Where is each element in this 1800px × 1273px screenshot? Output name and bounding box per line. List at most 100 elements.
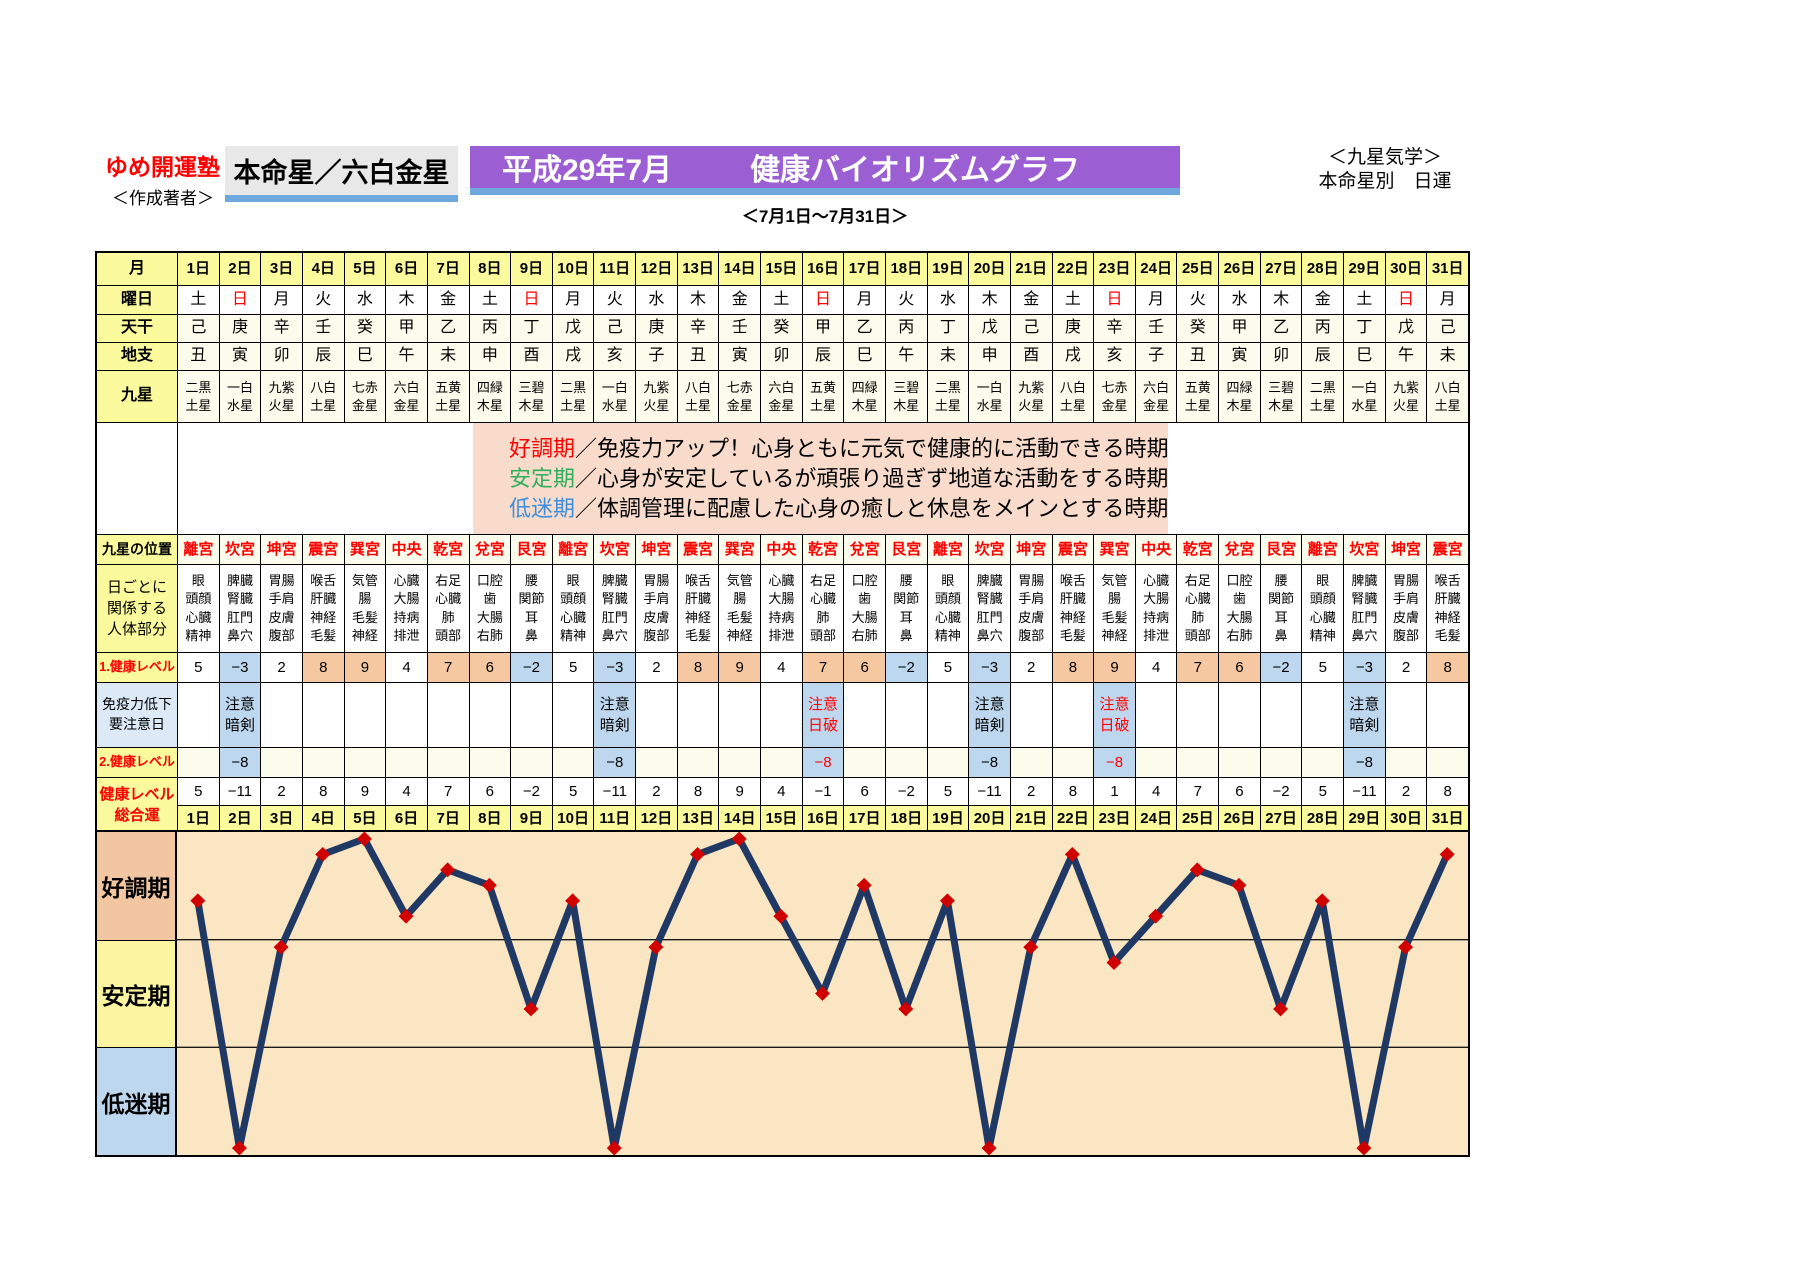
- tenkan-cell: 丙: [468, 314, 511, 342]
- body-part-cell: 右足 心臓肺頭部: [426, 564, 469, 652]
- health2-cell: [718, 747, 761, 777]
- kyusei-cell: 九紫 火星: [1009, 370, 1052, 422]
- weekday-cell: 火: [884, 285, 927, 314]
- tenkan-cell: 甲: [385, 314, 427, 342]
- chishi-cell: 申: [468, 342, 511, 370]
- total-day-cell: 5日: [343, 805, 386, 832]
- position-cell: 震宮: [301, 534, 344, 564]
- caution-cell: 注意 暗剣: [218, 682, 261, 747]
- day-header: 30日: [1384, 253, 1427, 285]
- chishi-cell: 午: [884, 342, 927, 370]
- total-day-cell: 13日: [676, 805, 719, 832]
- total-day-cell: 12日: [635, 805, 677, 832]
- health1-cell: 9: [718, 652, 761, 682]
- total-day-cell: 21日: [1009, 805, 1052, 832]
- chishi-cell: 酉: [1009, 342, 1052, 370]
- chishi-cell: 酉: [510, 342, 552, 370]
- health2-cell: [676, 747, 719, 777]
- health1-cell: −3: [593, 652, 636, 682]
- caution-cell: [1176, 682, 1219, 747]
- row-kyusei: 九星 二黒 土星 一白 水星 九紫 火星 八白 土星 七赤 金星 六白 金星 五黄 土星 四緑 木星 三碧 木星 二黒…: [97, 370, 1468, 422]
- brand-name: ゆめ開運塾: [105, 154, 220, 180]
- row-chishi: 地支丑寅卯辰巳午未申酉戌亥子丑寅卯辰巳午未申酉戌亥子丑寅卯辰巳午未: [97, 342, 1468, 370]
- day-header: 16日: [801, 253, 844, 285]
- body-part-cell: 眼頭顔 心臓 精神: [551, 564, 594, 652]
- total-value-cell: 5: [926, 777, 969, 805]
- caution-cell: [1051, 682, 1094, 747]
- kyusei-cell: 四緑 木星: [843, 370, 885, 422]
- day-header: 24日: [1134, 253, 1177, 285]
- caution-cell: 注意 暗剣: [1343, 682, 1385, 747]
- day-header: 14日: [718, 253, 761, 285]
- tenkan-cell: 辛: [1093, 314, 1135, 342]
- total-value-cell: −11: [1343, 777, 1385, 805]
- kyusei-cell: 三碧 木星: [1259, 370, 1302, 422]
- row-health2: 2.健康レベル −8 −8 −8 −8 −8 −8: [97, 747, 1468, 777]
- chart-band-labels: 好調期 安定期 低迷期: [97, 832, 177, 1155]
- kyusei-cell: 八白 土星: [676, 370, 719, 422]
- health2-cell: −8: [218, 747, 261, 777]
- total-value-cell: −11: [593, 777, 636, 805]
- chishi-cell: 巳: [1343, 342, 1385, 370]
- kyusei-cell: 五黄 土星: [801, 370, 844, 422]
- total-value-cell: −11: [218, 777, 261, 805]
- day-header: 12日: [635, 253, 677, 285]
- tenkan-cell: 丁: [1343, 314, 1385, 342]
- day-header: 20日: [968, 253, 1010, 285]
- caution-cell: [760, 682, 802, 747]
- data-point-marker: [1356, 1140, 1372, 1155]
- tenkan-cell: 乙: [843, 314, 885, 342]
- position-cell: 艮宮: [1259, 534, 1302, 564]
- day-header: 18日: [884, 253, 927, 285]
- position-cell: 艮宮: [884, 534, 927, 564]
- health1-cell: 9: [343, 652, 386, 682]
- caution-cell: 注意 日破: [801, 682, 844, 747]
- kyusei-cell: 七赤 金星: [718, 370, 761, 422]
- health2-cell: [1009, 747, 1052, 777]
- health1-cell: 8: [1426, 652, 1468, 682]
- tenkan-cell: 乙: [426, 314, 469, 342]
- band-label-2: 安定期: [97, 939, 175, 1048]
- total-value-cell: 8: [676, 777, 719, 805]
- data-point-marker: [356, 832, 372, 847]
- health1-cell: −2: [884, 652, 927, 682]
- position-cell: 坎宮: [1343, 534, 1385, 564]
- legend-term: 低迷期: [509, 495, 576, 521]
- chishi-cell: 午: [1384, 342, 1427, 370]
- health1-cell: 8: [676, 652, 719, 682]
- band-label-1: 好調期: [97, 832, 175, 940]
- weekday-cell: 土: [760, 285, 802, 314]
- position-cell: 巽宮: [718, 534, 761, 564]
- tenkan-cell: 庚: [1051, 314, 1094, 342]
- body-part-cell: 喉舌 肝臓 神経 毛髪: [301, 564, 344, 652]
- tenkan-cell: 丁: [926, 314, 969, 342]
- data-point-marker: [731, 832, 747, 847]
- weekday-cell: 木: [385, 285, 427, 314]
- chishi-cell: 寅: [218, 342, 261, 370]
- kyusei-cell: 六白 金星: [385, 370, 427, 422]
- health2-cell: [1301, 747, 1344, 777]
- body-part-cell: 腰関節耳鼻: [884, 564, 927, 652]
- chishi-cell: 未: [1426, 342, 1468, 370]
- position-cell: 艮宮: [510, 534, 552, 564]
- kyusei-cell: 一白 水星: [1343, 370, 1385, 422]
- chishi-cell: 午: [385, 342, 427, 370]
- total-day-cell: 3日: [260, 805, 302, 832]
- position-cell: 兌宮: [468, 534, 511, 564]
- health2-cell: [177, 747, 219, 777]
- weekday-cell: 日: [218, 285, 261, 314]
- school-line1: ＜九星気学＞: [1327, 147, 1442, 168]
- total-day-cell: 8日: [468, 805, 511, 832]
- health1-cell: 4: [1134, 652, 1177, 682]
- health2-cell: [1134, 747, 1177, 777]
- day-header: 7日: [426, 253, 469, 285]
- total-day-cell: 24日: [1134, 805, 1177, 832]
- band-label-3: 低迷期: [97, 1047, 175, 1155]
- health1-cell: 6: [1218, 652, 1260, 682]
- kyusei-cell: 七赤 金星: [1093, 370, 1135, 422]
- chart-svg: [177, 832, 1468, 1155]
- kyusei-cell: 八白 土星: [1051, 370, 1094, 422]
- body-part-cell: 眼頭顔 心臓 精神: [1301, 564, 1344, 652]
- caution-cell: [177, 682, 219, 747]
- total-day-cell: 14日: [718, 805, 761, 832]
